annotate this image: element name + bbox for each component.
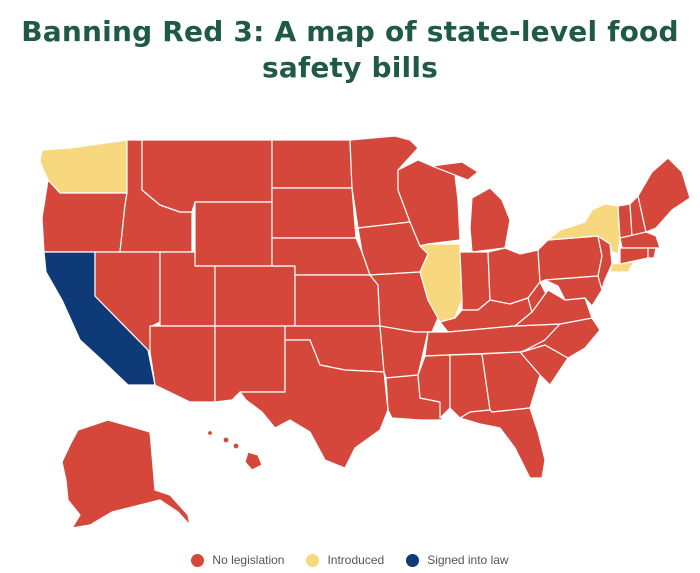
state-wisconsin [397,159,461,247]
state-montana [141,139,273,213]
state-michigan [431,161,511,253]
state-wyoming [194,201,273,267]
state-indiana [459,251,491,311]
state-connecticut [619,247,649,265]
legend-item-introduced: Introduced [306,553,384,567]
state-south-dakota [271,187,357,239]
title-line-1: Banning Red 3: A map of state-level food [21,15,679,48]
state-florida [459,407,546,479]
state-kansas [294,274,381,327]
legend-swatch-signed [406,553,420,567]
legend-item-signed: Signed into law [406,553,509,567]
legend-label-introduced: Introduced [327,553,385,567]
state-north-dakota [271,139,353,189]
state-alaska [61,419,191,529]
legend-swatch-no-legislation [191,553,205,567]
state-hawaii [206,429,263,471]
legend: No legislation Introduced Signed into la… [0,551,700,569]
legend-item-no-legislation: No legislation [191,553,284,567]
legend-label-signed: Signed into law [427,553,509,567]
state-texas [239,339,389,469]
legend-swatch-introduced [306,553,320,567]
title-line-2: safety bills [261,51,439,84]
map-title: Banning Red 3: A map of state-level food… [0,14,700,86]
state-maine [637,157,691,233]
state-new-mexico [214,325,286,403]
state-arizona [149,325,216,403]
state-colorado [214,265,296,327]
legend-label-no-legislation: No legislation [212,553,285,567]
state-massachusetts [619,231,661,249]
state-rhode-island [647,247,657,259]
state-pennsylvania [537,235,603,283]
